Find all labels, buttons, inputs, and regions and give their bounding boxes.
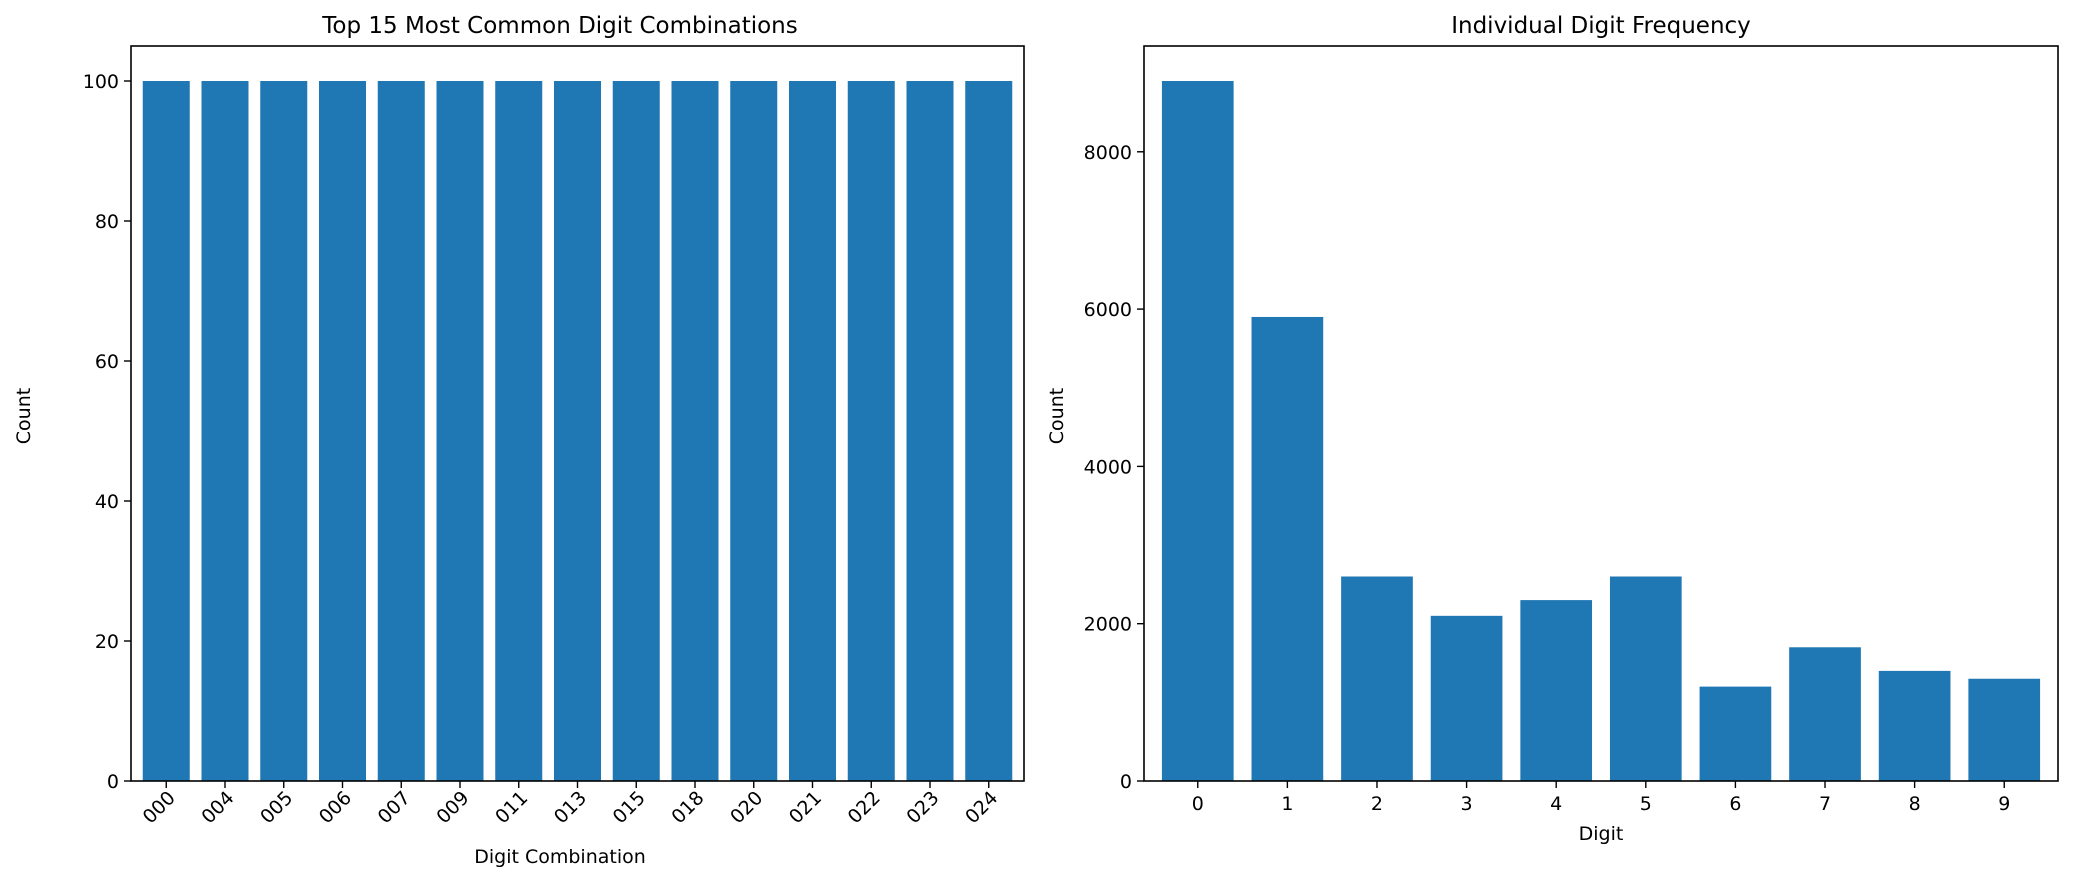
bar-4 [1520, 600, 1593, 781]
bar-015 [612, 81, 660, 781]
y-tick-label: 4000 [1084, 456, 1132, 478]
bar-3 [1430, 615, 1503, 781]
bar-000 [142, 81, 190, 781]
bar-007 [377, 81, 425, 781]
x-tick-label: 4 [1550, 793, 1562, 815]
bar-005 [260, 81, 308, 781]
x-axis-ticks: 0 1 2 3 4 5 6 7 8 9 [1192, 781, 2010, 815]
bar-020 [730, 81, 778, 781]
bars-group [142, 81, 1013, 781]
y-tick-label: 20 [95, 631, 119, 653]
bar-018 [671, 81, 719, 781]
bar-004 [201, 81, 249, 781]
bar-022 [847, 81, 895, 781]
chart-title: Individual Digit Frequency [1451, 13, 1751, 39]
x-tick-label: 9 [1998, 793, 2010, 815]
y-tick-label: 6000 [1084, 299, 1132, 321]
bar-6 [1699, 686, 1772, 781]
y-tick-label: 0 [107, 771, 119, 793]
y-tick-label: 2000 [1084, 614, 1132, 636]
bar-1 [1251, 316, 1324, 781]
y-tick-label: 8000 [1084, 142, 1132, 164]
bar-006 [319, 81, 366, 781]
x-tick-label: 7 [1819, 793, 1831, 815]
bars-group [1161, 81, 2041, 781]
chart-top-combinations: Top 15 Most Common Digit Combinations 0 2… [13, 13, 1025, 868]
bar-023 [906, 81, 954, 781]
x-tick-label: 5 [1640, 793, 1652, 815]
x-tick-label: 3 [1461, 793, 1473, 815]
x-tick-label: 6 [1729, 793, 1741, 815]
y-tick-label: 80 [95, 211, 119, 233]
x-axis-label: Digit Combination [474, 846, 646, 868]
bar-8 [1878, 670, 1951, 781]
y-tick-label: 60 [95, 351, 119, 373]
y-axis-label: Count [1046, 388, 1068, 444]
y-axis-ticks: 0 20 40 60 80 100 [83, 71, 131, 793]
bar-013 [554, 81, 601, 781]
y-tick-label: 40 [95, 491, 119, 513]
y-tick-label: 0 [1120, 771, 1132, 793]
x-tick-label: 0 [1192, 793, 1204, 815]
bar-5 [1609, 576, 1682, 781]
x-tick-label: 1 [1281, 793, 1293, 815]
y-axis-ticks: 0 2000 4000 6000 8000 [1084, 142, 1144, 793]
bar-011 [495, 81, 543, 781]
bar-9 [1968, 678, 2041, 781]
y-tick-label: 100 [83, 71, 119, 93]
bar-7 [1789, 647, 1861, 781]
bar-0 [1161, 81, 1234, 781]
x-tick-label: 8 [1909, 793, 1921, 815]
bar-2 [1341, 576, 1413, 781]
bar-021 [789, 81, 836, 781]
bar-024 [965, 81, 1013, 781]
bar-009 [436, 81, 484, 781]
y-axis-label: Count [13, 388, 35, 444]
plot-frame [130, 45, 1025, 782]
plot-frame [1143, 45, 2059, 782]
chart-digit-frequency: Individual Digit Frequency 0 2000 4000 6000… [1046, 13, 2059, 845]
x-axis-label: Digit [1579, 823, 1624, 845]
x-tick-label: 2 [1371, 793, 1383, 815]
chart-title: Top 15 Most Common Digit Combinations [321, 13, 798, 39]
